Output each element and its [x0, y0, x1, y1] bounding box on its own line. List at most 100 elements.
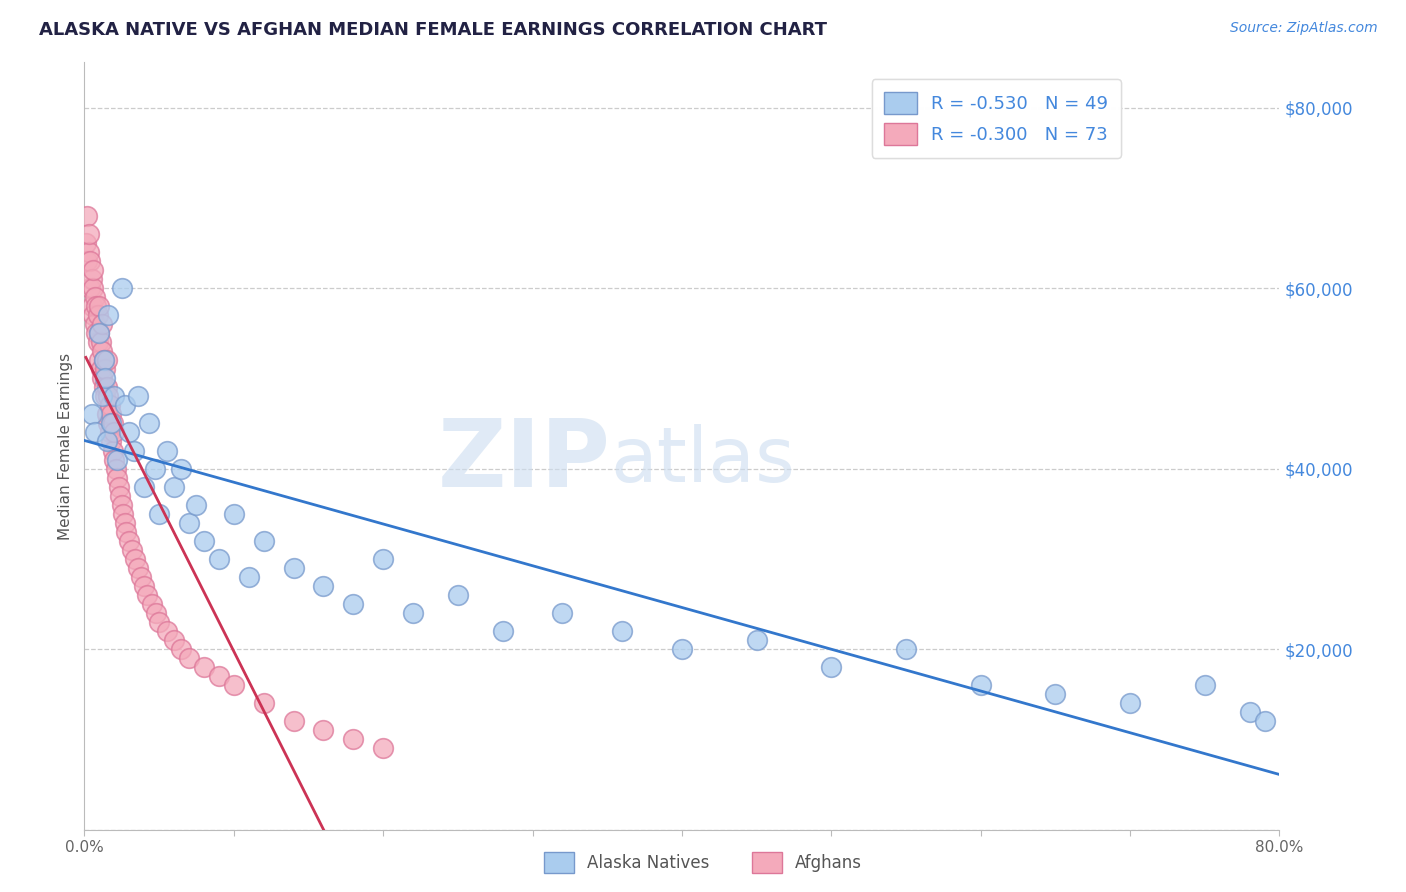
- Point: [208, 669, 231, 683]
- Point: [101, 417, 124, 431]
- Point: [122, 443, 145, 458]
- Point: [132, 579, 156, 593]
- Point: [312, 579, 335, 593]
- Point: [89, 326, 111, 341]
- Point: [148, 507, 170, 521]
- Point: [105, 452, 128, 467]
- Point: [373, 551, 395, 566]
- Point: [129, 570, 152, 584]
- Point: [402, 606, 425, 620]
- Point: [612, 624, 634, 638]
- Point: [97, 308, 120, 322]
- Point: [112, 507, 135, 521]
- Point: [283, 561, 305, 575]
- Point: [86, 326, 108, 341]
- Point: [101, 443, 124, 458]
- Point: [79, 254, 101, 268]
- Point: [96, 434, 118, 449]
- Point: [143, 461, 166, 475]
- Point: [80, 272, 103, 286]
- Point: [222, 678, 245, 692]
- Point: [76, 254, 98, 268]
- Point: [118, 533, 141, 548]
- Point: [1253, 714, 1275, 729]
- Point: [114, 398, 136, 412]
- Point: [98, 425, 121, 440]
- Point: [118, 425, 141, 440]
- Point: [222, 507, 245, 521]
- Point: [82, 308, 104, 322]
- Point: [96, 408, 118, 422]
- Point: [110, 489, 132, 503]
- Point: [1119, 696, 1142, 710]
- Point: [83, 317, 105, 331]
- Y-axis label: Median Female Earnings: Median Female Earnings: [58, 352, 73, 540]
- Point: [83, 425, 105, 440]
- Point: [551, 606, 574, 620]
- Point: [820, 660, 842, 674]
- Point: [114, 516, 136, 530]
- Point: [1239, 705, 1261, 719]
- Point: [138, 417, 160, 431]
- Point: [77, 227, 100, 241]
- Point: [104, 461, 127, 475]
- Point: [89, 326, 111, 341]
- Point: [93, 380, 115, 394]
- Legend: R = -0.530   N = 49, R = -0.300   N = 73: R = -0.530 N = 49, R = -0.300 N = 73: [872, 79, 1121, 158]
- Point: [155, 624, 177, 638]
- Point: [671, 642, 693, 657]
- Point: [105, 470, 128, 484]
- Point: [193, 533, 215, 548]
- Point: [91, 389, 114, 403]
- Point: [170, 461, 193, 475]
- Point: [342, 732, 364, 747]
- Point: [87, 308, 110, 322]
- Point: [155, 443, 177, 458]
- Point: [193, 660, 215, 674]
- Point: [76, 209, 98, 223]
- Point: [253, 533, 276, 548]
- Point: [283, 714, 305, 729]
- Point: [77, 244, 100, 259]
- Point: [89, 299, 111, 313]
- Text: atlas: atlas: [610, 425, 794, 499]
- Point: [91, 317, 114, 331]
- Point: [97, 417, 120, 431]
- Point: [80, 408, 103, 422]
- Point: [80, 299, 103, 313]
- Point: [93, 353, 115, 368]
- Point: [100, 417, 122, 431]
- Text: ALASKA NATIVE VS AFGHAN MEDIAN FEMALE EARNINGS CORRELATION CHART: ALASKA NATIVE VS AFGHAN MEDIAN FEMALE EA…: [39, 21, 827, 39]
- Point: [94, 362, 117, 376]
- Point: [163, 633, 186, 648]
- Point: [87, 335, 110, 350]
- Point: [98, 398, 121, 412]
- Point: [127, 389, 149, 403]
- Point: [1045, 687, 1067, 701]
- Point: [91, 371, 114, 385]
- Point: [107, 480, 129, 494]
- Point: [82, 281, 104, 295]
- Point: [745, 633, 768, 648]
- Point: [90, 362, 112, 376]
- Point: [83, 290, 105, 304]
- Point: [170, 642, 193, 657]
- Point: [186, 498, 208, 512]
- Point: [148, 615, 170, 629]
- Point: [79, 281, 101, 295]
- Point: [103, 425, 125, 440]
- Point: [1194, 678, 1216, 692]
- Point: [90, 335, 112, 350]
- Text: ZIP: ZIP: [437, 416, 610, 508]
- Point: [141, 597, 163, 611]
- Point: [970, 678, 993, 692]
- Legend: Alaska Natives, Afghans: Alaska Natives, Afghans: [537, 846, 869, 880]
- Point: [94, 389, 117, 403]
- Point: [894, 642, 917, 657]
- Point: [312, 723, 335, 738]
- Point: [97, 389, 120, 403]
- Point: [111, 498, 134, 512]
- Point: [115, 524, 138, 539]
- Point: [96, 353, 118, 368]
- Point: [163, 480, 186, 494]
